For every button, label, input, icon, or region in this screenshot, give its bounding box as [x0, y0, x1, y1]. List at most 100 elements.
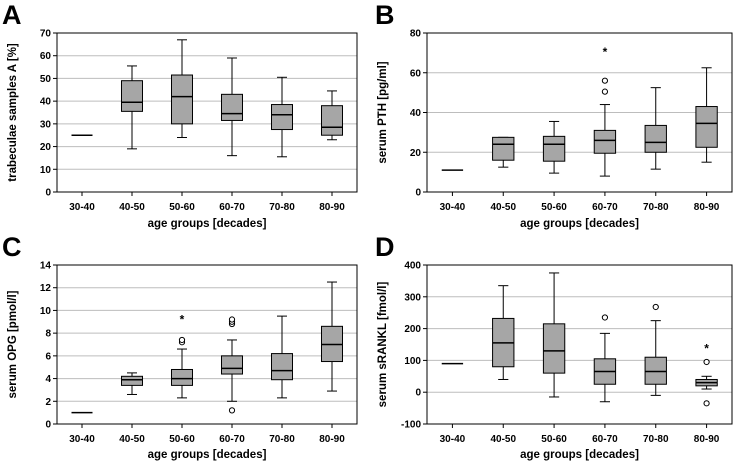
- x-tick-label: 30-40: [440, 202, 466, 213]
- outlier-point: [178, 336, 186, 344]
- boxplot-80-90: *: [695, 342, 718, 407]
- boxplot-40-50: [492, 136, 515, 168]
- y-tick-label: 6: [45, 351, 51, 362]
- boxplot-70-80: [644, 303, 667, 396]
- x-tick-label: 50-60: [541, 434, 567, 445]
- panel-letter: A: [2, 0, 22, 30]
- y-tick-label: 40: [40, 97, 52, 108]
- plot-frame: [56, 264, 358, 425]
- x-axis-title: age groups [decades]: [520, 218, 639, 230]
- x-tick-label: 70-80: [269, 202, 295, 213]
- box-iqr: [695, 106, 718, 148]
- y-tick-label: 0: [415, 188, 421, 199]
- boxplot-40-50: [492, 285, 515, 380]
- x-tick-label: 50-60: [541, 202, 567, 213]
- x-tick-label: 80-90: [694, 202, 720, 213]
- y-tick-label: 0: [45, 420, 51, 431]
- box-iqr: [593, 129, 617, 154]
- x-tick-label: 40-50: [490, 202, 516, 213]
- outlier-point: [601, 314, 609, 321]
- outlier-point: [228, 316, 236, 323]
- box-iqr: [321, 105, 343, 136]
- x-axis-title: age groups [decades]: [520, 449, 639, 461]
- plot-frame: [426, 264, 733, 425]
- y-tick-label: 20: [410, 148, 422, 159]
- box-iqr: [644, 356, 667, 385]
- box-iqr: [542, 323, 566, 374]
- x-tick-label: 70-80: [643, 434, 669, 445]
- y-tick-label: 300: [404, 292, 421, 303]
- chart-panel-c: C 0 2 4 6 8 10 12 14 30-40 40-50 50-60 60-70 70-80 80-…: [2, 232, 358, 461]
- boxplot-40-50: [121, 372, 143, 395]
- y-tick-label: 12: [40, 283, 52, 294]
- x-tick-label: 30-40: [440, 434, 466, 445]
- outlier-point: [601, 88, 609, 95]
- panel-letter: C: [2, 232, 22, 262]
- plot-frame: [426, 32, 733, 193]
- boxplot-50-60: [542, 272, 566, 398]
- chart-panel-d: D -100 0 100 200 300 400 30-40 40-50 50-60 60-70 70…: [375, 232, 733, 461]
- box-iqr: [492, 136, 515, 161]
- y-tick-label: 400: [404, 261, 421, 272]
- x-tick-label: 50-60: [169, 434, 195, 445]
- y-tick-label: 80: [410, 29, 422, 40]
- box-iqr: [221, 93, 243, 121]
- extreme-point: *: [603, 45, 608, 59]
- panel-letter: D: [375, 232, 395, 262]
- box-iqr: [271, 104, 293, 131]
- x-tick-label: 40-50: [119, 202, 145, 213]
- y-tick-label: 40: [410, 108, 422, 119]
- outlier-point: [703, 400, 710, 407]
- x-tick-label: 80-90: [694, 434, 720, 445]
- x-tick-label: 70-80: [269, 434, 295, 445]
- y-tick-label: 60: [410, 68, 422, 79]
- y-axis-title: serum PTH [pg/ml]: [377, 61, 389, 163]
- box-iqr: [121, 375, 143, 386]
- y-axis-title: trabeculae samples A [%]: [7, 43, 19, 182]
- x-tick-label: 60-70: [592, 434, 618, 445]
- chart-panel-a: A 0 10 20 30 40 50 60 70 30-40 40-50 50-60 60-70 70-8…: [2, 0, 358, 230]
- plot-frame: [56, 32, 358, 193]
- x-tick-label: 50-60: [169, 202, 195, 213]
- boxplot-80-90: [321, 90, 343, 141]
- box-iqr: [271, 353, 293, 381]
- x-tick-label: 80-90: [319, 202, 345, 213]
- y-tick-label: 10: [40, 306, 52, 317]
- x-tick-label: 40-50: [119, 434, 145, 445]
- box-iqr: [121, 80, 143, 112]
- y-tick-label: 50: [40, 74, 52, 85]
- x-tick-label: 60-70: [219, 434, 245, 445]
- y-axis-title: serum OPG [pmol/l]: [7, 290, 19, 398]
- x-tick-label: 30-40: [69, 434, 95, 445]
- extreme-point: *: [704, 342, 709, 356]
- x-tick-label: 60-70: [592, 202, 618, 213]
- boxplot-60-70: [593, 314, 617, 403]
- y-tick-label: 60: [40, 51, 52, 62]
- y-tick-label: 100: [404, 356, 421, 367]
- y-tick-label: 200: [404, 324, 421, 335]
- box-iqr: [644, 124, 667, 153]
- y-tick-label: 70: [40, 29, 52, 40]
- y-axis-title: serum sRANKL [fmol/l]: [377, 282, 389, 408]
- box-iqr: [171, 74, 193, 125]
- boxplot-50-60: [542, 120, 566, 174]
- boxplot-60-70: *: [593, 45, 617, 177]
- extreme-point: *: [180, 312, 185, 326]
- x-tick-label: 30-40: [69, 202, 95, 213]
- y-tick-label: 14: [40, 261, 52, 272]
- boxplot-70-80: [644, 87, 667, 170]
- box-iqr: [542, 135, 566, 162]
- boxplot-60-70: [221, 316, 243, 414]
- y-tick-label: 2: [45, 397, 51, 408]
- y-tick-label: 4: [45, 374, 51, 385]
- boxplot-70-80: [271, 315, 293, 399]
- y-tick-label: 10: [40, 165, 52, 176]
- boxplot-50-60: [171, 39, 193, 138]
- x-tick-label: 80-90: [319, 434, 345, 445]
- x-tick-label: 40-50: [490, 434, 516, 445]
- y-tick-label: 0: [415, 388, 421, 399]
- box-iqr: [221, 355, 243, 375]
- outlier-point: [703, 358, 710, 366]
- outlier-point: [601, 77, 609, 84]
